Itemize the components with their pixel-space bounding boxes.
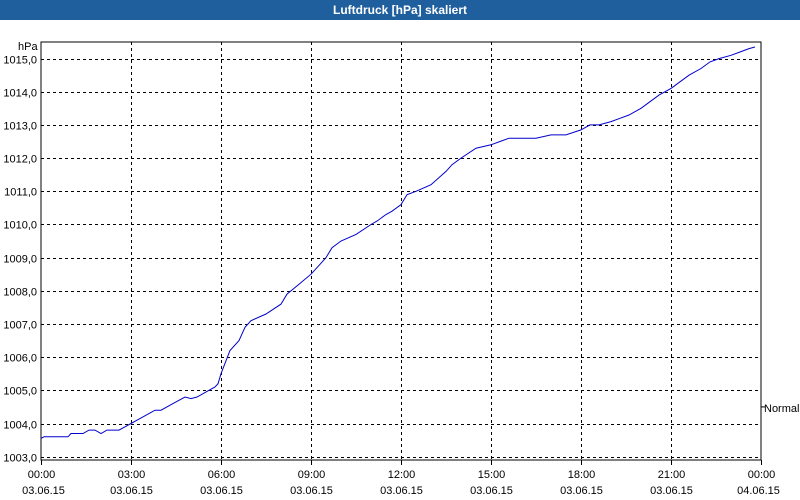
normal-marker-label: Normal: [764, 403, 799, 415]
x-tick-date: 03.06.15: [470, 485, 513, 497]
x-tick-time: 15:00: [478, 469, 506, 481]
x-tick-time: 00:00: [748, 469, 776, 481]
y-tick-label: 1015,0: [3, 55, 37, 67]
x-tick-date: 03.06.15: [290, 485, 333, 497]
x-tick-time: 00:00: [28, 469, 56, 481]
y-tick-label: 1012,0: [3, 154, 37, 166]
y-tick-label: 1003,0: [3, 453, 37, 465]
x-tick-time: 12:00: [388, 469, 416, 481]
pressure-series-line: [40, 46, 756, 439]
y-tick-label: 1013,0: [3, 121, 37, 133]
x-tick-time: 18:00: [568, 469, 596, 481]
x-tick-date: 03.06.15: [110, 485, 153, 497]
pressure-chart: 1003,0 1004,0 1005,0 1006,0 1007,0 1008,0 1009…: [3, 41, 799, 497]
y-tick-label: 1014,0: [3, 88, 37, 100]
x-tick-date: 03.06.15: [380, 485, 423, 497]
chart-title: Luftdruck [hPa] skaliert: [0, 0, 800, 20]
x-tick-date: 03.06.15: [560, 485, 603, 497]
y-tick-label: 1007,0: [3, 320, 37, 332]
y-tick-label: 1005,0: [3, 386, 37, 398]
x-tick-time: 09:00: [298, 469, 326, 481]
x-tick-date: 04.06.15: [737, 485, 780, 497]
x-tick-time: 21:00: [658, 469, 686, 481]
x-tick-date: 03.06.15: [22, 485, 65, 497]
y-tick-label: 1011,0: [4, 187, 37, 199]
x-tick-date: 03.06.15: [200, 485, 243, 497]
x-tick-time: 03:00: [118, 469, 146, 481]
y-tick-label: 1010,0: [3, 220, 37, 232]
x-tick-date: 03.06.15: [650, 485, 693, 497]
x-tick-time: 06:00: [208, 469, 236, 481]
y-tick-label: 1008,0: [3, 287, 37, 299]
y-axis-label: hPa: [18, 41, 38, 53]
y-tick-label: 1004,0: [3, 420, 37, 432]
y-tick-label: 1009,0: [3, 254, 37, 266]
y-tick-label: 1006,0: [3, 353, 37, 365]
